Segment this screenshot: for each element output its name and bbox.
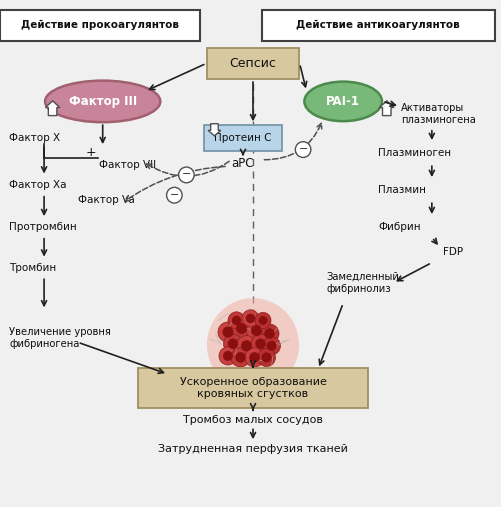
Text: Фактор Xa: Фактор Xa bbox=[9, 180, 67, 190]
Circle shape bbox=[251, 334, 270, 353]
Text: аРС: аРС bbox=[232, 157, 254, 170]
FancyBboxPatch shape bbox=[0, 10, 200, 41]
Circle shape bbox=[255, 312, 271, 329]
Text: Тромбин: Тромбин bbox=[9, 263, 56, 273]
FancyBboxPatch shape bbox=[206, 48, 299, 79]
Text: Замедленный
фибринолиз: Замедленный фибринолиз bbox=[327, 272, 399, 294]
Text: Ускоренное образование
кровяных сгустков: Ускоренное образование кровяных сгустков bbox=[179, 377, 327, 399]
Circle shape bbox=[267, 341, 277, 351]
Polygon shape bbox=[208, 124, 221, 136]
Text: Фактор X: Фактор X bbox=[9, 133, 60, 143]
Circle shape bbox=[232, 316, 241, 325]
Polygon shape bbox=[46, 101, 60, 116]
Circle shape bbox=[228, 339, 238, 349]
Text: −: − bbox=[299, 144, 308, 154]
Text: PAI-1: PAI-1 bbox=[326, 95, 360, 108]
Text: Действие антикоагулянтов: Действие антикоагулянтов bbox=[297, 20, 460, 30]
Text: Тромбоз малых сосудов: Тромбоз малых сосудов bbox=[183, 415, 323, 425]
Circle shape bbox=[207, 298, 299, 391]
Text: Фактор Va: Фактор Va bbox=[78, 195, 134, 205]
Text: Затрудненная перфузия тканей: Затрудненная перфузия тканей bbox=[158, 444, 348, 454]
FancyBboxPatch shape bbox=[204, 125, 282, 151]
Circle shape bbox=[242, 310, 259, 327]
Circle shape bbox=[223, 334, 242, 353]
Circle shape bbox=[245, 348, 264, 367]
Text: Фибрин: Фибрин bbox=[378, 222, 421, 232]
Text: Сепсис: Сепсис bbox=[229, 57, 277, 70]
FancyBboxPatch shape bbox=[138, 368, 368, 408]
Circle shape bbox=[262, 352, 272, 363]
Circle shape bbox=[263, 337, 281, 355]
Text: −: − bbox=[170, 190, 179, 200]
Text: Фактор VII: Фактор VII bbox=[99, 160, 156, 170]
Text: Плазминоген: Плазминоген bbox=[378, 148, 451, 158]
Circle shape bbox=[218, 322, 238, 342]
Circle shape bbox=[296, 141, 311, 157]
Circle shape bbox=[259, 316, 268, 325]
Circle shape bbox=[246, 320, 267, 341]
Text: Увеличение уровня
фибриногена: Увеличение уровня фибриногена bbox=[9, 327, 111, 349]
Text: Активаторы
плазминогена: Активаторы плазминогена bbox=[401, 103, 475, 125]
Polygon shape bbox=[380, 101, 394, 116]
Circle shape bbox=[256, 339, 266, 349]
Ellipse shape bbox=[304, 82, 382, 121]
Text: Фактор III: Фактор III bbox=[69, 95, 137, 108]
Text: Протеин С: Протеин С bbox=[214, 133, 272, 143]
Circle shape bbox=[265, 329, 275, 339]
Circle shape bbox=[236, 336, 257, 356]
Text: Действие прокоагулянтов: Действие прокоагулянтов bbox=[21, 20, 179, 30]
Circle shape bbox=[249, 352, 260, 363]
Circle shape bbox=[166, 187, 182, 203]
Text: −: − bbox=[182, 169, 191, 179]
Circle shape bbox=[241, 340, 252, 351]
FancyBboxPatch shape bbox=[262, 10, 494, 41]
Circle shape bbox=[228, 312, 245, 329]
Text: +: + bbox=[86, 146, 97, 159]
Circle shape bbox=[219, 347, 237, 365]
Ellipse shape bbox=[45, 81, 160, 122]
Circle shape bbox=[258, 348, 276, 367]
Text: FDP: FDP bbox=[443, 247, 463, 258]
Circle shape bbox=[222, 327, 233, 338]
Circle shape bbox=[236, 323, 247, 334]
Text: Плазмин: Плазмин bbox=[378, 185, 426, 195]
Circle shape bbox=[223, 351, 233, 361]
Circle shape bbox=[260, 324, 279, 343]
Circle shape bbox=[231, 348, 250, 367]
Circle shape bbox=[251, 325, 262, 336]
Circle shape bbox=[231, 318, 252, 339]
Text: Протромбин: Протромбин bbox=[9, 222, 77, 232]
Circle shape bbox=[178, 167, 194, 183]
Circle shape bbox=[246, 314, 255, 323]
Circle shape bbox=[235, 352, 245, 363]
